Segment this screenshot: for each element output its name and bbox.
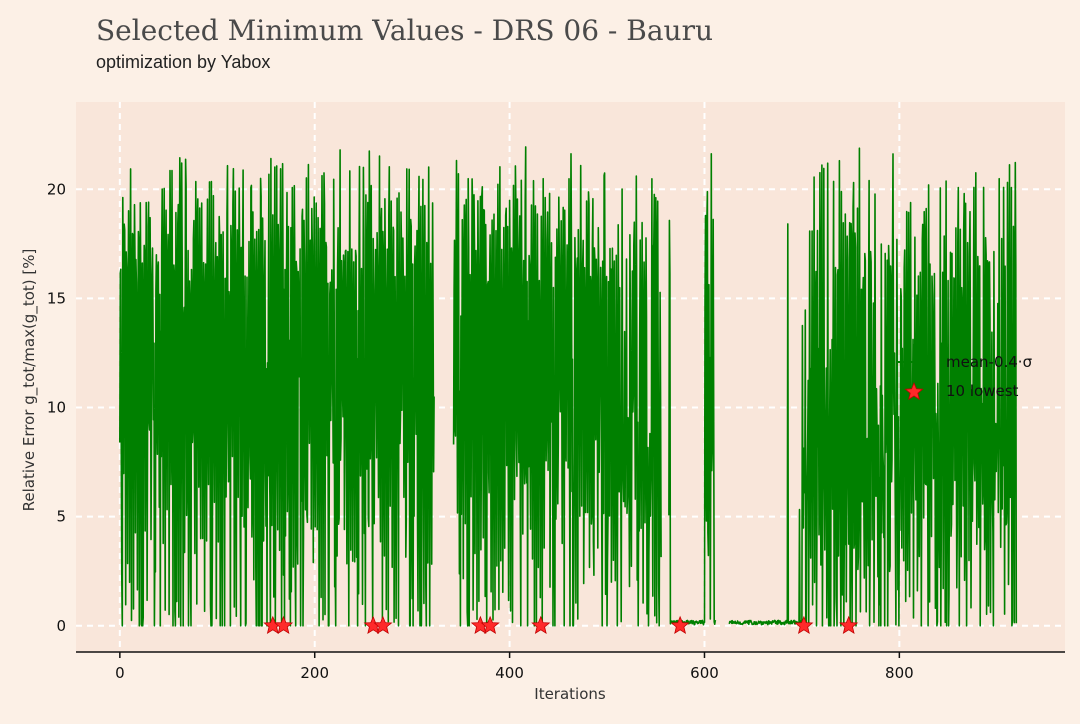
tick-layer: 0 200 400 600 800 0 5 10 15 20 xyxy=(47,180,914,682)
x-tick-label: 800 xyxy=(885,664,914,682)
legend-label-lowest: 10 lowest xyxy=(946,382,1019,400)
y-tick-label: 0 xyxy=(56,617,66,635)
chart-title: Selected Minimum Values - DRS 06 - Bauru xyxy=(96,14,713,47)
x-tick-label: 200 xyxy=(300,664,329,682)
x-tick-label: 400 xyxy=(495,664,524,682)
y-tick-label: 5 xyxy=(56,508,66,526)
lowest-value-star xyxy=(531,615,551,634)
chart-subtitle: optimization by Yabox xyxy=(96,52,270,72)
x-axis-label: Iterations xyxy=(534,685,606,703)
x-tick-label: 0 xyxy=(115,664,125,682)
y-tick-label: 20 xyxy=(47,180,66,198)
series-line-trace xyxy=(119,146,1018,627)
x-tick-label: 600 xyxy=(690,664,719,682)
y-axis-label: Relative Error g_tot/max(g_tot) [%] xyxy=(20,249,39,512)
legend: mean-0.4·σ 10 lowest xyxy=(896,353,1033,401)
lowest-value-star xyxy=(670,615,690,634)
lowest-markers xyxy=(263,615,859,634)
legend-star-swatch xyxy=(904,381,924,401)
lowest-value-star xyxy=(839,615,859,634)
legend-label-mean: mean-0.4·σ xyxy=(946,353,1033,371)
y-tick-label: 15 xyxy=(47,289,66,307)
lowest-value-star xyxy=(480,615,500,634)
lowest-value-star xyxy=(273,615,294,634)
lowest-value-star xyxy=(373,615,393,634)
y-tick-label: 10 xyxy=(47,399,66,417)
lowest-value-star xyxy=(794,615,814,634)
